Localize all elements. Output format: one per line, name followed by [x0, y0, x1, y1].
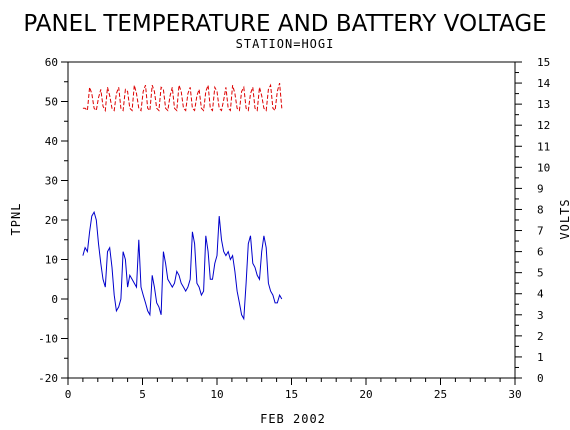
y-right-tick-label: 10 [537, 161, 550, 174]
y-right-tick-label: 8 [537, 203, 544, 216]
y-left-tick-label: 40 [45, 135, 58, 148]
y-right-tick-label: 4 [537, 288, 544, 301]
x-tick-label: 20 [359, 388, 372, 401]
y-left-tick-label: 20 [45, 214, 58, 227]
y-right-tick-label: 6 [537, 246, 544, 259]
y-right-tick-label: 0 [537, 372, 544, 385]
chart-title: PANEL TEMPERATURE AND BATTERY VOLTAGE [23, 11, 546, 37]
y-left-tick-label: -20 [38, 372, 58, 385]
y-right-tick-label: 7 [537, 225, 544, 238]
x-tick-label: 5 [139, 388, 146, 401]
x-axis-label: FEB 2002 [260, 412, 326, 426]
y-left-tick-label: 10 [45, 254, 58, 267]
y-right-tick-label: 14 [537, 77, 551, 90]
x-tick-label: 0 [65, 388, 72, 401]
y-right-tick-label: 5 [537, 267, 544, 280]
x-tick-label: 30 [508, 388, 521, 401]
y-right-tick-label: 13 [537, 98, 550, 111]
y-right-tick-label: 15 [537, 56, 550, 69]
x-tick-label: 25 [434, 388, 447, 401]
y-axis-left-label: TPNL [9, 203, 23, 236]
x-tick-label: 15 [285, 388, 298, 401]
y-right-tick-label: 11 [537, 140, 550, 153]
plot-area-frame [67, 61, 516, 379]
y-axis-left: -20 -10 0 10 20 30 40 50 60 [38, 56, 68, 385]
y-right-tick-label: 3 [537, 309, 544, 322]
y-left-tick-label: 60 [45, 56, 58, 69]
x-tick-label: 10 [210, 388, 223, 401]
y-right-tick-label: 12 [537, 119, 550, 132]
y-right-tick-label: 9 [537, 182, 544, 195]
chart-subtitle: STATION=HOGI [236, 37, 335, 51]
y-left-tick-label: 0 [51, 293, 58, 306]
y-left-tick-label: -10 [38, 333, 58, 346]
battery-voltage-line [82, 82, 283, 113]
y-left-tick-label: 30 [45, 175, 58, 188]
y-right-tick-label: 1 [537, 351, 544, 364]
x-axis: 0 5 10 15 20 25 30 [65, 378, 522, 401]
y-right-tick-label: 2 [537, 330, 544, 343]
panel-temperature-line [82, 210, 283, 321]
series-layer [82, 82, 283, 321]
y-axis-right-label: VOLTS [558, 198, 570, 239]
y-left-tick-label: 50 [45, 96, 58, 109]
